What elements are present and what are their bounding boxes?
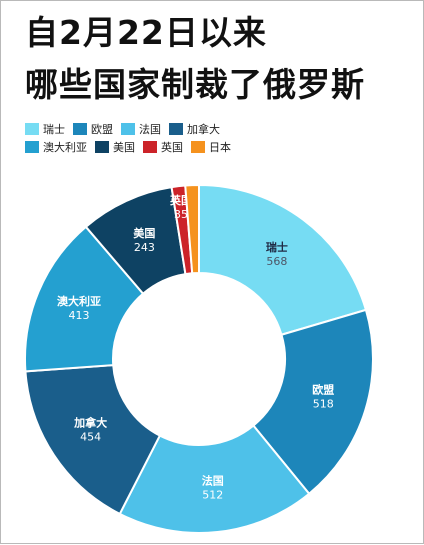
slice-canada xyxy=(24,364,162,516)
legend-swatch xyxy=(95,141,109,153)
legend-swatch xyxy=(169,123,183,135)
slice-eu xyxy=(252,308,374,496)
legend-label: 加拿大 xyxy=(187,123,220,136)
legend-item-usa: 美国 xyxy=(95,139,135,155)
legend-item-uk: 英国 xyxy=(143,139,183,155)
chart-legend: 瑞士 欧盟 法国 加拿大 澳大利亚 美国 xyxy=(25,121,424,157)
legend-row: 澳大利亚 美国 英国 日本 xyxy=(25,139,424,155)
legend-label: 法国 xyxy=(139,123,161,136)
legend-label: 日本 xyxy=(209,141,231,154)
slice-value-canada: 454 xyxy=(80,431,101,444)
legend-swatch xyxy=(191,141,205,153)
slice-value-eu: 518 xyxy=(313,397,334,410)
legend-item-france: 法国 xyxy=(121,121,161,137)
slice-label-france: 法国 xyxy=(202,473,224,487)
legend-item-eu: 欧盟 xyxy=(73,121,113,137)
legend-item-japan: 日本 xyxy=(191,139,231,155)
slice-label-canada: 加拿大 xyxy=(73,416,107,430)
slice-value-france: 512 xyxy=(202,488,223,501)
legend-label: 澳大利亚 xyxy=(43,141,87,154)
slice-value-australia: 413 xyxy=(69,309,90,322)
legend-swatch xyxy=(25,123,39,135)
legend-label: 英国 xyxy=(161,141,183,154)
legend-item-switzerland: 瑞士 xyxy=(25,121,65,137)
legend-item-australia: 澳大利亚 xyxy=(25,139,87,155)
legend-label: 瑞士 xyxy=(43,123,65,136)
slice-value-switzerland: 568 xyxy=(266,255,287,268)
legend-swatch xyxy=(73,123,87,135)
legend-row: 瑞士 欧盟 法国 加拿大 xyxy=(25,121,424,137)
slice-value-uk: 35 xyxy=(174,208,188,221)
legend-label: 美国 xyxy=(113,141,135,154)
legend-label: 欧盟 xyxy=(91,123,113,136)
slice-label-switzerland: 瑞士 xyxy=(266,240,288,254)
slice-label-usa: 美国 xyxy=(133,226,155,240)
slice-label-australia: 澳大利亚 xyxy=(57,294,101,308)
legend-item-canada: 加拿大 xyxy=(169,121,220,137)
legend-swatch xyxy=(143,141,157,153)
legend-swatch xyxy=(121,123,135,135)
chart-title-line1: 自2月22日以来 xyxy=(25,13,267,52)
slice-switzerland xyxy=(198,183,368,336)
slice-japan xyxy=(184,183,200,275)
chart-title-line2: 哪些国家制裁了俄罗斯 xyxy=(25,65,365,104)
slice-france xyxy=(118,424,311,534)
legend-swatch xyxy=(25,141,39,153)
slice-label-eu: 欧盟 xyxy=(312,382,334,396)
slice-value-usa: 243 xyxy=(134,241,155,254)
